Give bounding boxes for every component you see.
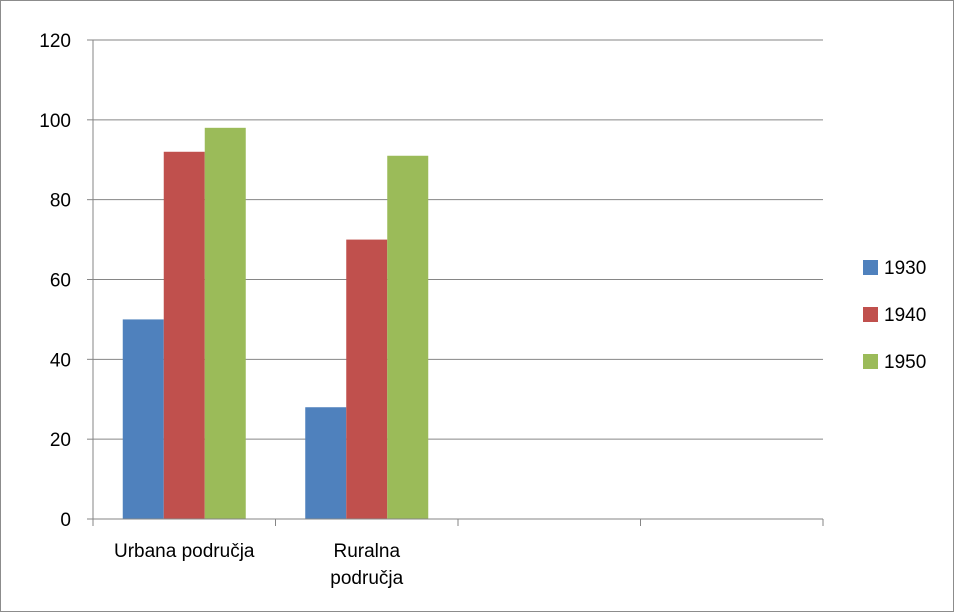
y-tick-label: 100 — [39, 111, 71, 132]
y-tick-label: 20 — [50, 430, 71, 451]
x-tick-label: Urbana područja — [114, 541, 255, 562]
legend-label-1930: 1930 — [884, 258, 926, 279]
y-tick-label: 60 — [50, 271, 71, 292]
y-tick-label: 0 — [60, 510, 71, 531]
bar-1950-0 — [204, 127, 246, 520]
x-tick-label: Ruralna područja — [330, 541, 403, 589]
legend: 1930 1940 1950 — [863, 258, 926, 373]
legend-label-1950: 1950 — [884, 352, 926, 373]
legend-swatch-1950 — [863, 354, 878, 369]
bars — [122, 127, 429, 520]
legend-label-1940: 1940 — [884, 305, 926, 326]
y-tick-label: 120 — [39, 31, 71, 52]
axes — [87, 39, 824, 526]
bar-1930-0 — [122, 319, 164, 519]
y-tick-labels: 0 20 40 60 80 100 120 — [39, 31, 71, 531]
bar-1940-0 — [163, 151, 205, 519]
bar-1940-1 — [346, 239, 388, 520]
y-tick-label: 80 — [50, 191, 71, 212]
x-tick-labels: Urbana područja Ruralna područja — [114, 541, 404, 589]
y-tick-label: 40 — [50, 350, 71, 371]
legend-swatch-1940 — [863, 307, 878, 322]
bar-1950-1 — [387, 155, 429, 519]
bar-1930-1 — [305, 407, 347, 519]
legend-swatch-1930 — [863, 260, 878, 275]
